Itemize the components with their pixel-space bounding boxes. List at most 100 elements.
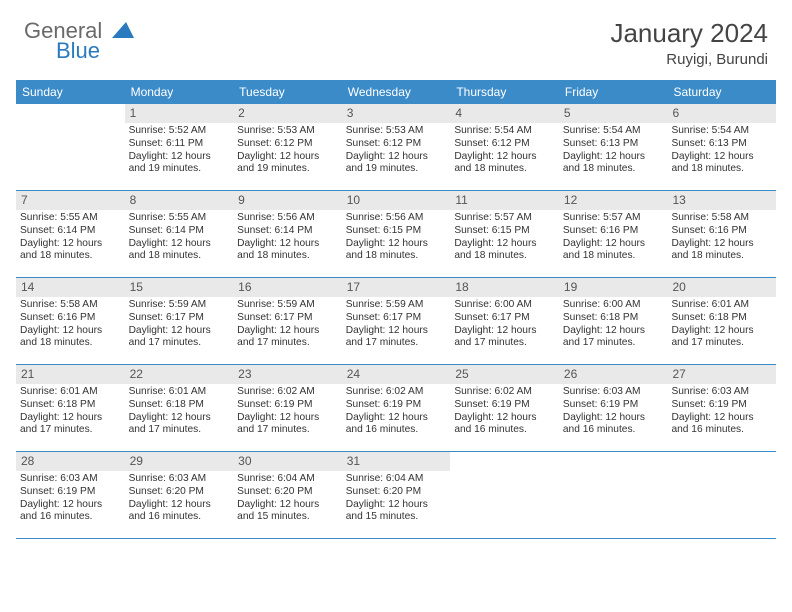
day-info: Sunrise: 6:00 AMSunset: 6:18 PMDaylight:… xyxy=(559,299,668,354)
calendar-cell: 16 Sunrise: 5:59 AMSunset: 6:17 PMDayligh… xyxy=(233,278,342,364)
sunrise-line: Sunrise: 5:52 AM xyxy=(129,125,230,138)
day-info: Sunrise: 6:04 AMSunset: 6:20 PMDaylight:… xyxy=(233,473,342,528)
day-number: 18 xyxy=(450,278,559,297)
sunrise-line: Sunrise: 5:57 AM xyxy=(563,212,664,225)
sunrise-line: Sunrise: 5:59 AM xyxy=(129,299,230,312)
daylight-line-1: Daylight: 12 hours xyxy=(454,151,555,164)
daylight-line-1: Daylight: 12 hours xyxy=(346,499,447,512)
day-header: Tuesday xyxy=(233,80,342,104)
sunset-line: Sunset: 6:17 PM xyxy=(346,312,447,325)
calendar-cell: 10Sunrise: 5:56 AMSunset: 6:15 PMDayligh… xyxy=(342,191,451,277)
day-number: 11 xyxy=(450,191,559,210)
sunset-line: Sunset: 6:14 PM xyxy=(237,225,338,238)
sunrise-line: Sunrise: 5:59 AM xyxy=(346,299,447,312)
day-number: 9 xyxy=(233,191,342,210)
sunset-line: Sunset: 6:14 PM xyxy=(20,225,121,238)
day-info: Sunrise: 5:53 AMSunset: 6:12 PMDaylight:… xyxy=(233,125,342,180)
day-number: 28 xyxy=(16,452,125,471)
calendar-week: 7Sunrise: 5:55 AMSunset: 6:14 PMDaylight… xyxy=(16,191,776,278)
day-info: Sunrise: 5:58 AMSunset: 6:16 PMDaylight:… xyxy=(16,299,125,354)
daylight-line-2: and 17 minutes. xyxy=(20,424,121,437)
day-number: 5 xyxy=(559,104,668,123)
calendar-cell: 13Sunrise: 5:58 AMSunset: 6:16 PMDayligh… xyxy=(667,191,776,277)
day-number: 12 xyxy=(559,191,668,210)
day-info: Sunrise: 5:53 AMSunset: 6:12 PMDaylight:… xyxy=(342,125,451,180)
calendar-cell: 3Sunrise: 5:53 AMSunset: 6:12 PMDaylight… xyxy=(342,104,451,190)
sunset-line: Sunset: 6:16 PM xyxy=(563,225,664,238)
day-number: 23 xyxy=(233,365,342,384)
calendar-cell: 12Sunrise: 5:57 AMSunset: 6:16 PMDayligh… xyxy=(559,191,668,277)
day-number xyxy=(16,104,125,123)
day-info: Sunrise: 6:03 AMSunset: 6:19 PMDaylight:… xyxy=(559,386,668,441)
day-info: Sunrise: 6:02 AMSunset: 6:19 PMDaylight:… xyxy=(233,386,342,441)
daylight-line-2: and 18 minutes. xyxy=(671,250,772,263)
day-header: Monday xyxy=(125,80,234,104)
daylight-line-2: and 17 minutes. xyxy=(237,337,338,350)
daylight-line-1: Daylight: 12 hours xyxy=(20,238,121,251)
day-info: Sunrise: 6:01 AMSunset: 6:18 PMDaylight:… xyxy=(125,386,234,441)
calendar-cell xyxy=(450,452,559,538)
calendar-cell: 29Sunrise: 6:03 AMSunset: 6:20 PMDayligh… xyxy=(125,452,234,538)
brand-part2: Blue xyxy=(56,38,134,64)
day-number: 16 xyxy=(233,278,342,297)
day-info: Sunrise: 5:57 AMSunset: 6:15 PMDaylight:… xyxy=(450,212,559,267)
calendar-cell xyxy=(16,104,125,190)
sunrise-line: Sunrise: 6:04 AM xyxy=(237,473,338,486)
day-info: Sunrise: 5:55 AMSunset: 6:14 PMDaylight:… xyxy=(16,212,125,267)
day-number: 17 xyxy=(342,278,451,297)
day-info: Sunrise: 6:02 AMSunset: 6:19 PMDaylight:… xyxy=(342,386,451,441)
sunset-line: Sunset: 6:19 PM xyxy=(671,399,772,412)
daylight-line-2: and 18 minutes. xyxy=(454,163,555,176)
day-info: Sunrise: 6:00 AMSunset: 6:17 PMDaylight:… xyxy=(450,299,559,354)
sunset-line: Sunset: 6:19 PM xyxy=(20,486,121,499)
day-number: 10 xyxy=(342,191,451,210)
daylight-line-2: and 16 minutes. xyxy=(454,424,555,437)
daylight-line-2: and 16 minutes. xyxy=(129,511,230,524)
sunset-line: Sunset: 6:15 PM xyxy=(346,225,447,238)
sunrise-line: Sunrise: 6:01 AM xyxy=(129,386,230,399)
sunrise-line: Sunrise: 6:02 AM xyxy=(237,386,338,399)
daylight-line-2: and 18 minutes. xyxy=(563,163,664,176)
daylight-line-1: Daylight: 12 hours xyxy=(563,151,664,164)
day-number: 19 xyxy=(559,278,668,297)
day-number: 8 xyxy=(125,191,234,210)
sunset-line: Sunset: 6:13 PM xyxy=(563,138,664,151)
daylight-line-2: and 15 minutes. xyxy=(237,511,338,524)
sunset-line: Sunset: 6:12 PM xyxy=(237,138,338,151)
daylight-line-2: and 19 minutes. xyxy=(346,163,447,176)
daylight-line-2: and 18 minutes. xyxy=(20,337,121,350)
brand-logo: General Blue xyxy=(24,18,134,64)
daylight-line-1: Daylight: 12 hours xyxy=(20,499,121,512)
day-number: 20 xyxy=(667,278,776,297)
day-info: Sunrise: 5:54 AMSunset: 6:12 PMDaylight:… xyxy=(450,125,559,180)
daylight-line-1: Daylight: 12 hours xyxy=(454,325,555,338)
day-info: Sunrise: 5:59 AMSunset: 6:17 PMDaylight:… xyxy=(233,299,342,354)
daylight-line-2: and 19 minutes. xyxy=(237,163,338,176)
day-number: 2 xyxy=(233,104,342,123)
sunset-line: Sunset: 6:16 PM xyxy=(20,312,121,325)
sunset-line: Sunset: 6:20 PM xyxy=(346,486,447,499)
calendar-cell: 30Sunrise: 6:04 AMSunset: 6:20 PMDayligh… xyxy=(233,452,342,538)
daylight-line-1: Daylight: 12 hours xyxy=(671,412,772,425)
sunset-line: Sunset: 6:18 PM xyxy=(20,399,121,412)
daylight-line-2: and 17 minutes. xyxy=(129,424,230,437)
daylight-line-2: and 18 minutes. xyxy=(237,250,338,263)
sunrise-line: Sunrise: 6:02 AM xyxy=(454,386,555,399)
day-info: Sunrise: 5:59 AMSunset: 6:17 PMDaylight:… xyxy=(125,299,234,354)
day-info: Sunrise: 6:03 AMSunset: 6:19 PMDaylight:… xyxy=(16,473,125,528)
calendar: Sunday Monday Tuesday Wednesday Thursday… xyxy=(16,80,776,539)
day-info: Sunrise: 6:01 AMSunset: 6:18 PMDaylight:… xyxy=(16,386,125,441)
daylight-line-2: and 17 minutes. xyxy=(563,337,664,350)
daylight-line-1: Daylight: 12 hours xyxy=(237,412,338,425)
daylight-line-1: Daylight: 12 hours xyxy=(454,412,555,425)
daylight-line-1: Daylight: 12 hours xyxy=(129,325,230,338)
daylight-line-1: Daylight: 12 hours xyxy=(129,412,230,425)
sunrise-line: Sunrise: 6:00 AM xyxy=(454,299,555,312)
daylight-line-1: Daylight: 12 hours xyxy=(671,238,772,251)
location-label: Ruyigi, Burundi xyxy=(610,51,768,68)
sunset-line: Sunset: 6:17 PM xyxy=(237,312,338,325)
daylight-line-2: and 18 minutes. xyxy=(129,250,230,263)
sunset-line: Sunset: 6:19 PM xyxy=(237,399,338,412)
calendar-cell: 18 Sunrise: 6:00 AMSunset: 6:17 PMDayligh… xyxy=(450,278,559,364)
day-number: 4 xyxy=(450,104,559,123)
